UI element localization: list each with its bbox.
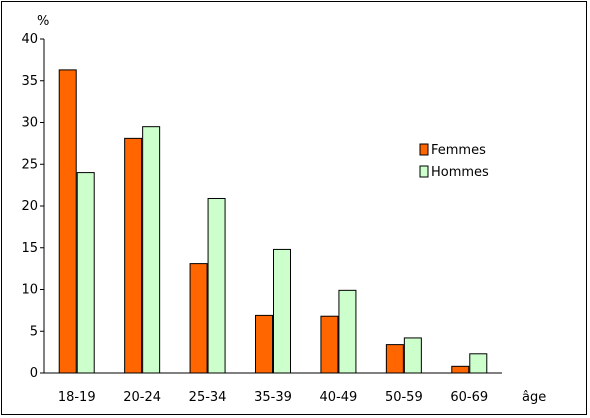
x-tick-label: 25-34 xyxy=(189,390,227,405)
legend-swatch-hommes xyxy=(419,165,429,178)
y-axis-label: % xyxy=(37,14,49,29)
bar-hommes-40-49 xyxy=(338,289,357,374)
legend-label-hommes: Hommes xyxy=(431,165,489,180)
bar-femmes-18-19 xyxy=(58,69,77,374)
y-tick-label: 30 xyxy=(21,116,38,131)
bar-femmes-25-34 xyxy=(189,263,208,374)
x-ticks-group: 18-19 20-24 25-34 35-39 40-49 50-59 60-69 xyxy=(58,390,488,405)
x-tick-label: 40-49 xyxy=(320,390,358,405)
bar-hommes-60-69 xyxy=(469,353,488,374)
y-tick-label: 40 xyxy=(21,32,38,47)
y-tick-label: 15 xyxy=(21,241,38,256)
bar-hommes-35-39 xyxy=(273,248,291,374)
x-tick-label: 35-39 xyxy=(254,390,292,405)
x-axis-label: âge xyxy=(522,390,546,405)
x-tick-label: 50-59 xyxy=(385,390,423,405)
x-tick-label: 18-19 xyxy=(58,390,96,405)
legend-swatch-femmes xyxy=(419,143,429,156)
bar-femmes-40-49 xyxy=(320,315,339,374)
legend: Femmes Hommes xyxy=(419,143,489,180)
x-tick-label: 20-24 xyxy=(123,390,161,405)
bar-hommes-20-24 xyxy=(142,126,161,374)
y-ticks-group: 0 5 10 15 20 25 30 35 40 xyxy=(21,32,44,381)
y-tick-label: 35 xyxy=(21,74,38,89)
y-tick-label: 0 xyxy=(30,366,38,381)
bar-femmes-60-69 xyxy=(451,365,470,374)
bars-group xyxy=(58,69,488,374)
bar-hommes-18-19 xyxy=(76,172,95,374)
bar-femmes-20-24 xyxy=(124,137,143,374)
y-tick-label: 25 xyxy=(21,157,38,172)
bar-hommes-50-59 xyxy=(403,337,422,374)
y-tick-label: 20 xyxy=(21,199,38,214)
bar-hommes-25-34 xyxy=(207,197,226,374)
bar-femmes-50-59 xyxy=(385,344,404,374)
bar-femmes-35-39 xyxy=(255,314,273,374)
y-tick-label: 10 xyxy=(21,283,38,298)
legend-label-femmes: Femmes xyxy=(431,143,486,158)
x-tick-label: 60-69 xyxy=(450,390,488,405)
y-tick-label: 5 xyxy=(30,324,38,339)
